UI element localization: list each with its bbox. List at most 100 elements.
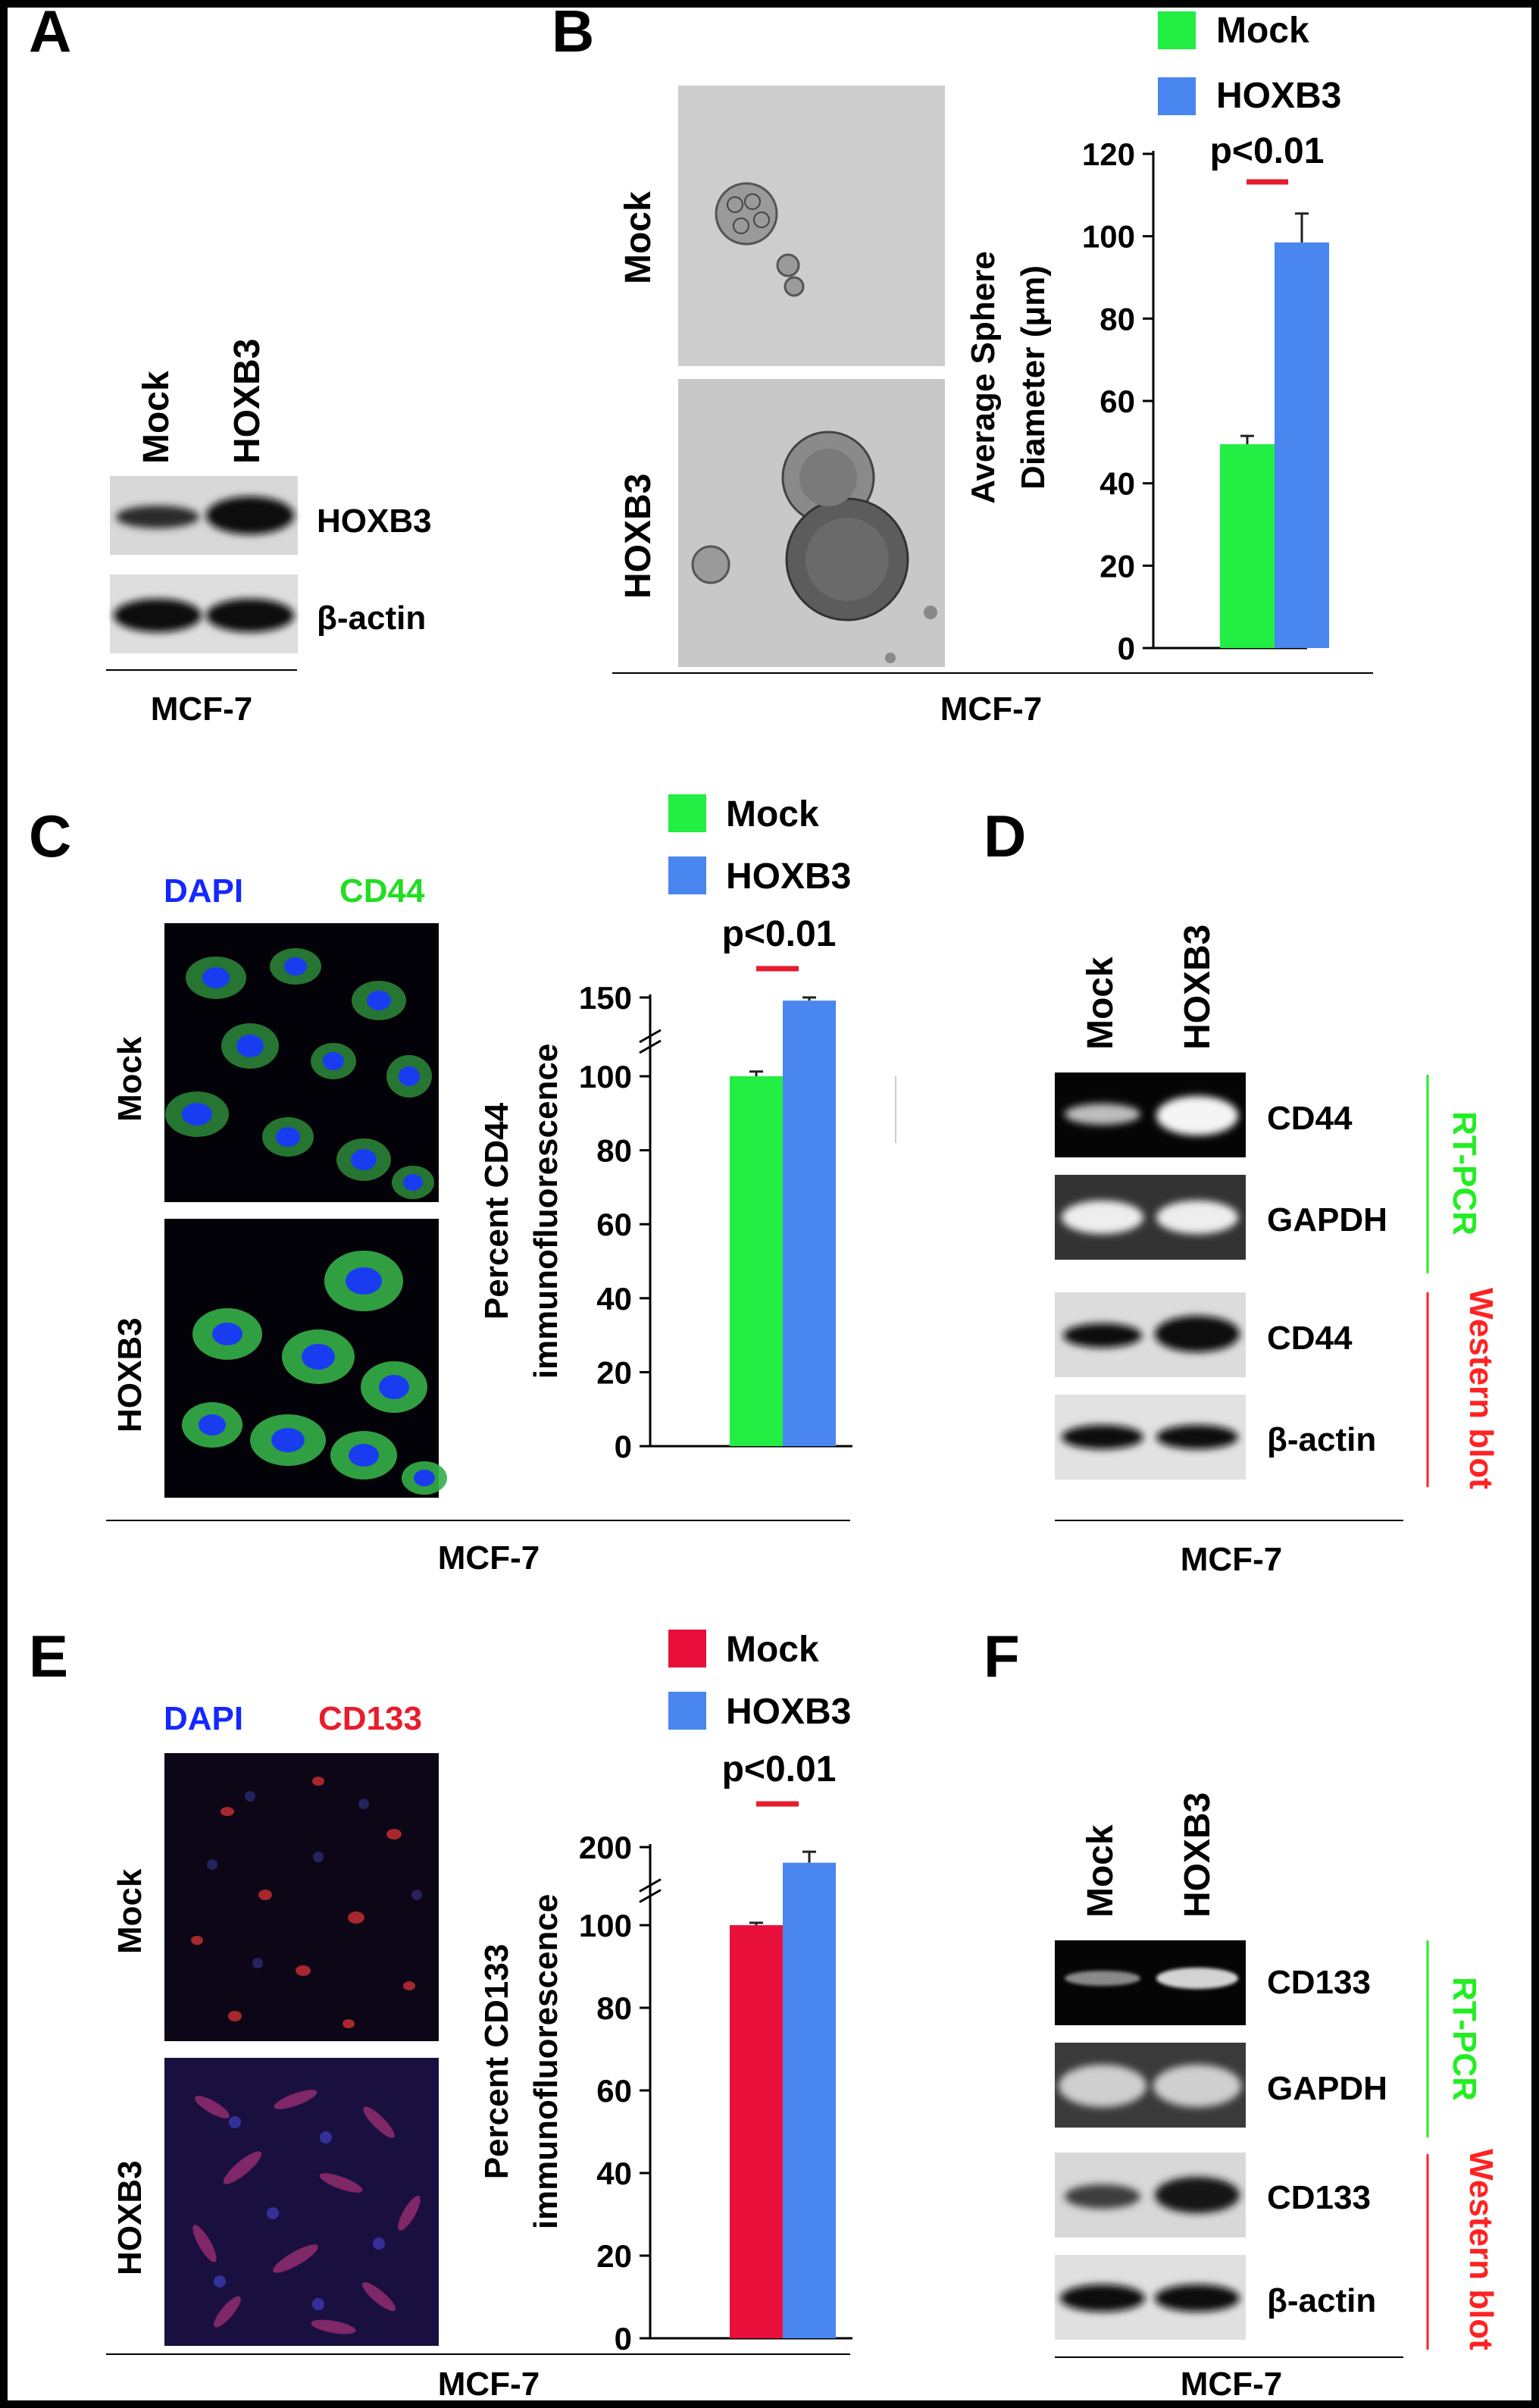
chart-e-legend-mock: Mock (726, 1630, 819, 1670)
chart-e-tick-label: 40 (596, 2156, 632, 2191)
panel-d-gel-cd44-mock-band (1065, 1104, 1140, 1125)
panel-e-cell-line: MCF-7 (438, 2366, 540, 2403)
panel-b-image-mock (678, 86, 945, 366)
panel-e-letter: E (29, 1623, 68, 1689)
chart-e: Mock HOXB3 p<0.01 Percent CD133 immunofl… (478, 1630, 852, 2356)
chart-e-bar-hoxb3 (783, 1862, 836, 2338)
chart-b: Mock HOXB3 p<0.01 Average Sphere Diamete… (965, 11, 1341, 666)
chart-c-tick-label: 0 (615, 1429, 632, 1464)
panel-f-letter: F (984, 1623, 1020, 1689)
panel-d-gel-cd44-hoxb3-band (1156, 1096, 1238, 1135)
chart-c-tick-label: 100 (579, 1059, 632, 1094)
panel-c-row-mock: Mock (111, 1036, 149, 1122)
chart-e-legend-hoxb3: HOXB3 (726, 1692, 851, 1732)
panel-a-band-hoxb3-mock (116, 506, 199, 528)
chart-c-bar-hoxb3 (783, 1000, 836, 1446)
panel-f-gel-cd133-hoxb3-band (1156, 1968, 1238, 1989)
panel-c-image-mock (164, 923, 439, 1202)
panel-c-letter: C (29, 803, 71, 869)
panel-f-blot-actin-hoxb3-band (1155, 2284, 1240, 2312)
chart-c-legend-hoxb3-swatch (668, 856, 706, 894)
panel-c-stain-cd44: CD44 (339, 872, 425, 910)
chart-b-legend-mock: Mock (1216, 11, 1309, 51)
chart-c-tick-label: 150 (579, 980, 632, 1016)
chart-e-tick-label: 80 (596, 1990, 632, 2026)
panel-e-stain-dapi: DAPI (164, 1700, 243, 1737)
chart-c-ylabel-line2: immunofluorescence (527, 1044, 565, 1379)
chart-b-legend-hoxb3-swatch (1158, 77, 1196, 115)
panel-a-band-hoxb3-hoxb3 (206, 496, 294, 534)
chart-b-tick-label: 120 (1082, 136, 1135, 172)
chart-c-axis-break (639, 1039, 662, 1054)
chart-c: Mock HOXB3 p<0.01 Percent CD44 immunoflu… (478, 794, 896, 1464)
chart-e-axis-break (639, 1889, 662, 1903)
chart-b-bar-hoxb3 (1275, 242, 1329, 649)
chart-e-axis-break (639, 1878, 662, 1893)
panel-f-blot-cd133-hoxb3-band (1155, 2177, 1240, 2213)
panel-d-method-western: Western blot (1462, 1288, 1500, 1489)
chart-b-bar-mock (1220, 444, 1275, 648)
panel-c-stain-dapi: DAPI (164, 872, 243, 910)
panel-a-band-label-actin: β-actin (317, 600, 426, 637)
panel-e-row-mock: Mock (111, 1868, 149, 1954)
panel-a-lane-mock: Mock (136, 371, 177, 464)
panel-b-row-hoxb3: HOXB3 (618, 474, 658, 599)
chart-e-bar-mock (730, 1925, 783, 2338)
chart-c-legend-mock: Mock (726, 794, 819, 835)
panel-d-blot-actin-hoxb3-band (1156, 1425, 1238, 1449)
panel-f-method-western: Western blot (1462, 2149, 1500, 2350)
panel-f-gel-gapdh-hoxb3-band (1153, 2065, 1241, 2107)
panel-f-band-label-cd133-rt: CD133 (1267, 1964, 1371, 2001)
chart-c-legend-mock-swatch (668, 794, 706, 832)
chart-e-legend-hoxb3-swatch (668, 1692, 706, 1730)
chart-b-tick-label: 40 (1100, 466, 1135, 502)
chart-b-tick-label: 100 (1082, 219, 1135, 255)
chart-b-tick-label: 80 (1100, 301, 1135, 337)
chart-b-tick-label: 0 (1118, 631, 1135, 666)
chart-e-ylabel-line1: Percent CD133 (478, 1944, 515, 2180)
panel-a-cell-line: MCF-7 (151, 690, 252, 728)
panel-f-gel-gapdh-mock-band (1059, 2065, 1146, 2107)
panel-d-blot-cd44-hoxb3-band (1155, 1316, 1240, 1352)
panel-b: B Mock HOXB3 Mock (552, 0, 1373, 728)
panel-c-row-hoxb3: HOXB3 (111, 1317, 149, 1433)
chart-b-tick-label: 60 (1100, 384, 1135, 419)
panel-e-stain-cd133: CD133 (318, 1700, 422, 1737)
chart-e-tick-label: 0 (615, 2321, 632, 2356)
panel-c-image-hoxb3 (164, 1219, 447, 1498)
panel-a-band-label-hoxb3: HOXB3 (317, 503, 432, 540)
panel-d-method-rtpcr: RT-PCR (1446, 1111, 1483, 1235)
panel-b-image-hoxb3 (678, 379, 945, 667)
chart-e-significance: p<0.01 (722, 1749, 837, 1790)
panel-d-cell-line: MCF-7 (1181, 1541, 1282, 1578)
panel-b-row-mock: Mock (618, 191, 658, 284)
chart-c-legend-hoxb3: HOXB3 (726, 856, 851, 897)
panel-d-band-label-actin: β-actin (1267, 1421, 1376, 1458)
panel-f-cell-line: MCF-7 (1181, 2366, 1282, 2403)
panel-e-image-hoxb3 (164, 2058, 439, 2346)
panel-b-letter: B (552, 0, 594, 64)
panel-d-band-label-gapdh: GAPDH (1267, 1201, 1387, 1238)
panel-a-letter: A (29, 0, 71, 64)
panel-d-gel-gapdh-hoxb3-band (1156, 1201, 1238, 1234)
chart-b-ylabel-line2: Diameter (μm) (1015, 265, 1052, 490)
panel-d-blot-cd44-mock-band (1063, 1323, 1142, 1348)
panel-a-lane-hoxb3: HOXB3 (227, 339, 267, 464)
panel-d-lane-hoxb3: HOXB3 (1178, 925, 1218, 1050)
chart-c-tick-label: 40 (596, 1281, 632, 1317)
panel-f-gel-cd133-mock-band (1065, 1971, 1140, 1986)
chart-c-tick-label: 20 (596, 1354, 632, 1390)
panel-f-band-label-cd133-wb: CD133 (1267, 2179, 1371, 2216)
panel-e: E DAPI CD133 Mock HOXB3 (29, 1623, 852, 2403)
panel-f-band-label-gapdh: GAPDH (1267, 2070, 1387, 2107)
panel-f: F Mock HOXB3 CD133 GAPDH CD133 β-actin R… (984, 1623, 1500, 2403)
chart-e-tick-label: 100 (579, 1908, 632, 1943)
chart-c-significance: p<0.01 (722, 914, 837, 954)
panel-d-letter: D (984, 803, 1026, 869)
panel-b-cell-line: MCF-7 (940, 690, 1042, 728)
chart-c-bar-mock (730, 1076, 783, 1446)
panel-e-image-mock (164, 1753, 439, 2041)
panel-d-gel-gapdh-mock-band (1062, 1201, 1143, 1234)
panel-f-blot-cd133-mock-band (1065, 2184, 1140, 2209)
